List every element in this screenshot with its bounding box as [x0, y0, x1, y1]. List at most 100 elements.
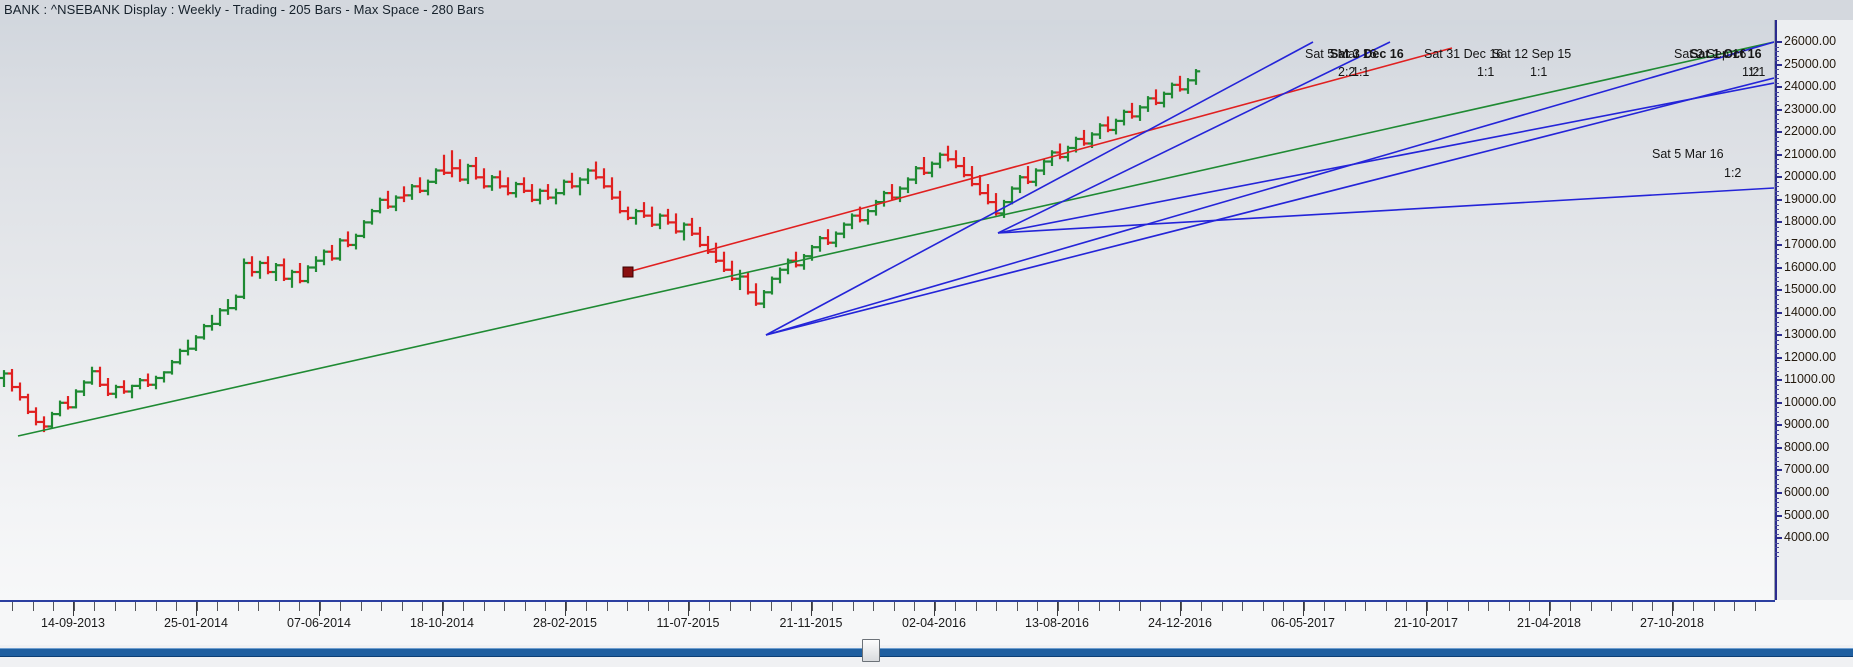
price-tick-mark [1775, 401, 1782, 404]
date-axis-label: 18-10-2014 [410, 616, 474, 630]
price-axis-line [1775, 20, 1777, 600]
price-axis-minor-tick [1775, 55, 1779, 57]
trendline-blue-fan-2[interactable] [765, 41, 1774, 336]
trendline-blue-pivot-2[interactable] [997, 82, 1774, 234]
date-axis-minor-tick [873, 602, 874, 611]
price-axis-minor-tick [1775, 150, 1779, 152]
trendline-blue-fan-1[interactable] [765, 41, 1314, 336]
trendline-blue-pivot-3[interactable] [997, 187, 1774, 234]
date-axis-minor-tick [1221, 602, 1223, 611]
date-axis-minor-tick [12, 602, 13, 611]
price-axis-minor-tick [1775, 353, 1779, 355]
scrollbar-track[interactable] [0, 648, 1853, 657]
price-axis-minor-tick [1775, 362, 1779, 364]
price-axis-minor-tick [1775, 520, 1779, 522]
price-axis-minor-tick [1775, 375, 1779, 377]
trendline-anchor-handle[interactable] [622, 266, 634, 278]
price-axis-minor-tick [1775, 145, 1779, 147]
ann-sat-12-sep-15-ratio: 1:1 [1530, 65, 1548, 79]
price-axis-minor-tick [1775, 344, 1779, 346]
date-axis-minor-tick [832, 602, 833, 611]
date-axis-minor-tick [483, 602, 485, 611]
price-tick-mark [1775, 379, 1782, 382]
ann-sat-5-mar-16-mid-ratio: 1:2 [1724, 166, 1742, 180]
date-axis-minor-tick [955, 602, 956, 611]
price-axis[interactable]: 26000.00 25000.00 24000.00 23000.00 22000.00… [1775, 20, 1853, 600]
date-axis-minor-tick [422, 602, 423, 611]
price-axis-minor-tick [1775, 465, 1779, 467]
date-axis-minor-tick [1242, 602, 1243, 611]
price-axis-minor-tick [1775, 524, 1779, 526]
trendline-blue-pivot-1[interactable] [997, 41, 1391, 234]
price-tick-mark [1775, 221, 1782, 224]
date-axis-minor-tick [1057, 602, 1059, 611]
price-tick-mark [1775, 86, 1782, 89]
price-tick-mark [1775, 41, 1782, 43]
price-tick-mark [1775, 289, 1782, 292]
date-axis-line [0, 600, 1775, 602]
price-axis-minor-tick [1775, 547, 1779, 549]
ann-sat-31-dec-16-ratio: 1:1 [1477, 65, 1495, 79]
price-tick-mark [1775, 334, 1782, 337]
ann-sat-1-oct-16[interactable]: Sat 1 Oct 16 [1690, 47, 1762, 61]
price-tick-mark [1775, 514, 1782, 517]
date-axis-minor-tick [504, 602, 505, 611]
price-axis-minor-tick [1775, 308, 1779, 310]
price-axis-minor-tick [1775, 69, 1779, 71]
window-title-bar: BANK : ^NSEBANK Display : Weekly - Tradi… [0, 0, 1853, 20]
trendline-blue-fan-3[interactable] [765, 77, 1774, 336]
price-tick-label: 8000.00 [1784, 439, 1830, 454]
price-tick-label: 20000.00 [1784, 169, 1837, 184]
date-axis-minor-tick [545, 602, 546, 611]
price-axis-minor-tick [1775, 339, 1779, 341]
date-axis-label: 25-01-2014 [164, 616, 228, 630]
window-title-text: BANK : ^NSEBANK Display : Weekly - Tradi… [4, 2, 485, 17]
date-axis-minor-tick [32, 602, 34, 611]
date-axis-label: 21-10-2017 [1394, 616, 1458, 630]
date-axis-minor-tick [1529, 602, 1530, 611]
date-axis-minor-tick [709, 602, 710, 611]
price-axis-minor-tick [1775, 348, 1779, 350]
price-axis-minor-tick [1775, 141, 1779, 143]
chart-plot-area[interactable]: Sat 5 Mar 16 2:2 Sat 3 Dec 16 1:1 Sat 31 Dec… [0, 20, 1775, 600]
date-axis-minor-tick [750, 602, 751, 611]
scrollbar-thumb[interactable] [862, 639, 880, 662]
price-tick-label: 25000.00 [1784, 56, 1837, 71]
price-axis-minor-tick [1775, 384, 1779, 386]
price-axis-minor-tick [1775, 511, 1779, 513]
date-axis-minor-tick [729, 602, 731, 611]
price-tick-label: 13000.00 [1784, 327, 1837, 342]
price-axis-minor-tick [1775, 285, 1779, 287]
price-axis-minor-tick [1775, 452, 1779, 454]
price-axis-minor-tick [1775, 420, 1779, 422]
date-axis-minor-tick [1385, 602, 1387, 611]
ann-sat-5-mar-16-top-ratio: 2:2 [1338, 65, 1356, 79]
price-axis-minor-tick [1775, 389, 1779, 391]
date-axis-minor-tick [1734, 602, 1735, 611]
date-axis-minor-tick [73, 602, 75, 611]
price-axis-minor-tick [1775, 253, 1779, 255]
date-axis-minor-tick [463, 602, 464, 611]
price-axis-minor-tick [1775, 114, 1779, 116]
date-axis-minor-tick [934, 602, 936, 611]
date-axis-minor-tick [1672, 602, 1674, 611]
trendline-green-major[interactable] [17, 41, 1774, 437]
date-axis[interactable]: 14-09-2013 25-01-2014 07-06-2014 18-10-2014… [0, 600, 1853, 645]
trendline-red-major[interactable] [627, 47, 1453, 273]
ann-sat-12-sep-15[interactable]: Sat 12 Sep 15 [1492, 47, 1572, 61]
ann-sat-3-dec-16[interactable]: Sat 3 Dec 16 [1330, 47, 1404, 61]
price-axis-minor-tick [1775, 78, 1779, 80]
horizontal-scrollbar[interactable] [0, 639, 1853, 667]
date-axis-minor-tick [1037, 602, 1038, 611]
ann-sat-2-sep-16[interactable]: Sat 2 Sep 16 [1674, 47, 1747, 61]
ann-sat-5-mar-16-mid[interactable]: Sat 5 Mar 16 [1652, 147, 1724, 161]
date-axis-minor-tick [914, 602, 915, 611]
date-axis-minor-tick [1447, 602, 1448, 611]
ann-sat-5-mar-16-top[interactable]: Sat 5 Mar 16 [1305, 47, 1377, 61]
price-tick-label: 12000.00 [1784, 349, 1837, 364]
date-axis-minor-tick [1344, 602, 1346, 611]
ann-sat-31-dec-16[interactable]: Sat 31 Dec 16 [1424, 47, 1504, 61]
price-axis-minor-tick [1775, 434, 1779, 436]
date-axis-minor-tick [668, 602, 669, 611]
price-axis-minor-tick [1775, 118, 1779, 120]
